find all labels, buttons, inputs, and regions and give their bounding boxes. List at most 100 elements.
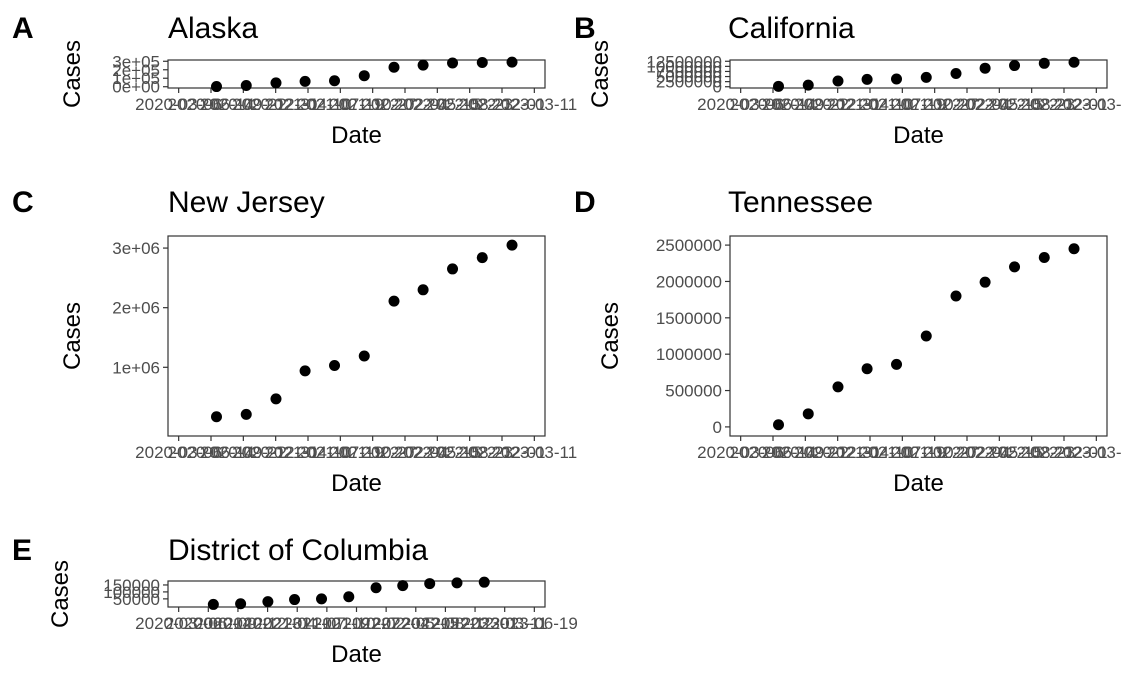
x-tick-label: 2022-02-04 [924,443,1011,462]
data-point [832,75,844,87]
x-tick-label: 2020-06-14 [165,614,252,633]
y-axis-title: Cases [59,40,86,108]
data-point [861,73,873,85]
x-tick-label: 2021-07-19 [297,95,384,114]
data-point [772,419,784,431]
y-tick-label: 0e+00 [112,78,160,97]
panel-d: D Tennessee 2020-03-062020-06-142020-09-22… [574,186,1122,497]
data-point [802,408,814,420]
data-point [240,79,252,91]
panel-letter: D [574,186,596,219]
data-point [478,576,490,588]
x-tick-label: 2021-10-27 [891,95,978,114]
data-point [210,81,222,93]
panel-letter: A [12,12,34,45]
y-tick-label: 150000 [103,576,160,595]
x-tick-label: 2021-04-10 [265,443,352,462]
y-axis-title: Cases [597,302,624,370]
data-point [506,56,518,68]
x-axis-title: Date [331,641,382,668]
x-tick-label: 2023-06-19 [491,614,578,633]
panel-b: B California 2020-03-062020-06-142020-09-2… [574,12,1122,149]
x-tick-label: 2022-12-01 [1021,95,1108,114]
panel-title: California [728,12,855,45]
panel-letter: B [574,12,596,45]
data-point [476,57,488,69]
panel-letter: C [12,186,34,219]
x-tick-label: 2023-03-11 [491,95,577,114]
panel-c: C New Jersey 2020-03-062020-06-142020-09-2… [12,186,577,497]
x-tick-label: 2020-09-22 [762,95,849,114]
x-tick-label: 2022-08-23 [988,95,1075,114]
data-point [397,580,409,592]
y-tick-label: 1e+06 [112,358,160,377]
x-tick-label: 2021-04-10 [827,443,914,462]
y-tick-label: 1500000 [656,309,722,328]
plot-border [167,235,546,437]
data-point [506,239,518,251]
x-tick-label: 2021-07-19 [859,443,946,462]
x-tick-label: 2020-12-31 [224,614,311,633]
x-tick-label: 2022-02-04 [924,95,1011,114]
plot-border [729,235,1108,437]
data-point [1009,261,1021,273]
data-point [832,381,844,393]
x-tick-label: 2020-06-14 [730,95,817,114]
x-tick-label: 2022-02-04 [362,443,449,462]
y-axis-title: Cases [587,40,614,108]
data-point [1009,60,1021,72]
data-point [270,393,282,405]
data-point [343,591,355,603]
data-point [891,73,903,85]
x-axis-title: Date [893,470,944,497]
data-point [476,252,488,264]
x-tick-label: 2020-09-22 [200,95,287,114]
data-point [950,290,962,302]
panel-title: Tennessee [728,186,873,219]
data-point [262,596,274,608]
x-tick-label: 2022-05-15 [956,443,1043,462]
data-point [447,57,459,69]
y-tick-label: 5000000 [656,68,722,87]
x-tick-label: 2021-10-27 [329,443,416,462]
y-tick-label: 100000 [103,583,160,602]
y-axis-title: Cases [47,560,74,628]
data-point [299,365,311,377]
x-tick-label: 2022-08-23 [988,443,1075,462]
data-point [417,284,429,296]
y-tick-label: 500000 [665,382,722,401]
y-tick-label: 3e+05 [112,52,160,71]
y-axis-title: Cases [59,302,86,370]
data-point [235,598,247,610]
data-point [299,75,311,87]
x-tick-label: 2021-10-27 [891,443,978,462]
data-point [270,77,282,89]
y-tick-label: 3e+06 [112,239,160,258]
panel-e: E District of Columbia 2020-03-062020-06-1… [12,534,578,668]
data-point [289,594,301,606]
x-tick-label: 2021-04-10 [254,614,341,633]
data-point [920,330,932,342]
data-point [950,67,962,79]
y-tick-label: 2000000 [656,272,722,291]
panel-title: District of Columbia [168,534,428,567]
x-tick-label: 2021-07-19 [859,95,946,114]
x-tick-label: 2021-10-27 [313,614,400,633]
y-tick-label: 2e+06 [112,299,160,318]
x-tick-label: 2020-03-06 [135,443,222,462]
y-tick-label: 0 [713,78,722,97]
panel-a: A Alaska2020-03-062020-06-142020-09-22202… [12,12,577,149]
x-tick-label: 2022-12-01 [1021,443,1108,462]
y-tick-label: 12500000 [646,52,722,71]
x-tick-label: 2021-04-10 [265,95,352,114]
x-tick-label: 2020-06-14 [168,95,255,114]
data-point [451,577,463,589]
x-tick-label: 2022-08-23 [426,443,513,462]
x-tick-label: 2020-03-06 [697,95,784,114]
data-point [447,263,459,275]
x-tick-label: 2021-10-27 [329,95,416,114]
x-tick-label: 2020-12-31 [794,443,881,462]
x-tick-label: 2022-08-23 [426,95,513,114]
data-point [240,408,252,420]
